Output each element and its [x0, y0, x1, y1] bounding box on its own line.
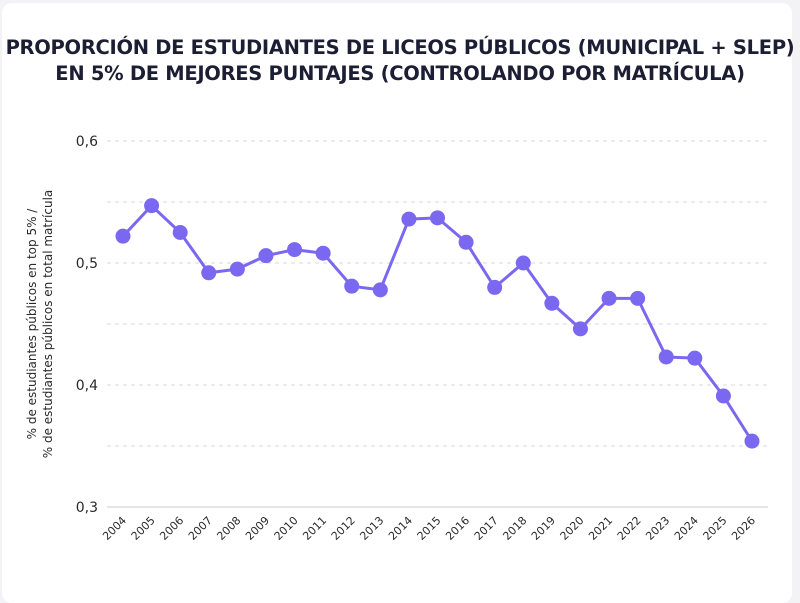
x-tick-label: 2010: [272, 514, 301, 543]
x-tick-label: 2026: [729, 514, 758, 543]
x-tick-label: 2005: [129, 514, 158, 543]
data-point: [687, 350, 703, 366]
data-point: [172, 225, 188, 240]
x-tick-label: 2006: [157, 514, 186, 543]
chart-title-line-2: EN 5% DE MEJORES PUNTAJES (CONTROLANDO P…: [55, 62, 745, 85]
x-tick-label: 2023: [643, 514, 672, 543]
x-tick-label: 2018: [500, 514, 529, 543]
y-axis-label: % de estudiantes públicos en top 5% / % …: [25, 190, 55, 459]
x-tick-label: 2025: [701, 514, 730, 543]
y-tick-label: 0,3: [76, 500, 98, 516]
x-tick-label: 2008: [214, 514, 243, 543]
chart-card: [2, 3, 792, 603]
x-tick-label: 2009: [243, 514, 272, 543]
x-tick-label: 2021: [586, 514, 615, 543]
data-point: [315, 245, 331, 261]
x-tick-label: 2022: [615, 514, 644, 543]
gridlines: [107, 140, 768, 447]
data-point: [229, 261, 245, 277]
x-tick-label: 2015: [415, 514, 444, 543]
series-proporcion: [115, 198, 760, 449]
data-point: [287, 242, 303, 258]
x-tick-label: 2017: [472, 514, 501, 543]
x-tick-label: 2014: [386, 514, 415, 543]
data-point: [487, 279, 503, 295]
data-point: [115, 228, 131, 244]
x-tick-label: 2016: [443, 514, 472, 543]
data-point: [401, 211, 417, 227]
series-line: [121, 204, 754, 443]
y-tick-label: 0,4: [76, 378, 98, 394]
y-axis-label-line-2: % de estudiantes públicos en total matrí…: [41, 190, 55, 459]
data-point: [430, 210, 445, 226]
data-point: [344, 278, 360, 294]
data-point: [515, 255, 531, 271]
y-tick-label: 0,6: [76, 134, 98, 150]
data-point: [372, 282, 388, 298]
data-point: [572, 321, 588, 337]
x-tick-label: 2011: [300, 514, 329, 543]
data-point: [658, 349, 674, 365]
data-point: [544, 295, 560, 311]
y-axis-ticks: 0,3 0,4 0,5 0,6: [76, 134, 98, 516]
y-axis-label-line-1: % de estudiantes públicos en top 5% /: [25, 208, 39, 440]
x-tick-label: 2012: [329, 514, 358, 543]
x-tick-label: 2019: [529, 514, 558, 543]
x-axis-ticks: 2004 2005 2006 2007 2008 2009 2010 2011 2012 2013…: [100, 514, 758, 543]
x-tick-label: 2004: [100, 514, 129, 543]
x-tick-label: 2020: [558, 514, 587, 543]
data-point: [630, 290, 646, 306]
data-point: [144, 198, 160, 214]
data-point: [601, 290, 617, 306]
data-point: [258, 248, 274, 264]
data-point: [715, 388, 731, 404]
data-point: [458, 234, 474, 250]
chart-title-line-1: PROPORCIÓN DE ESTUDIANTES DE LICEOS PÚBL…: [5, 36, 795, 59]
data-point: [744, 433, 760, 449]
line-chart: 0,30,40,50,6 2004 2005 2006 2007 2008 2009 201…: [25, 134, 768, 543]
chart-title: PROPORCIÓN DE ESTUDIANTES DE LICEOS PÚBL…: [0, 35, 800, 87]
x-tick-label: 2024: [672, 514, 701, 543]
x-tick-label: 2007: [186, 514, 215, 543]
data-point: [201, 265, 217, 281]
x-tick-label: 2013: [357, 514, 386, 543]
y-tick-label: 0,5: [76, 256, 98, 272]
